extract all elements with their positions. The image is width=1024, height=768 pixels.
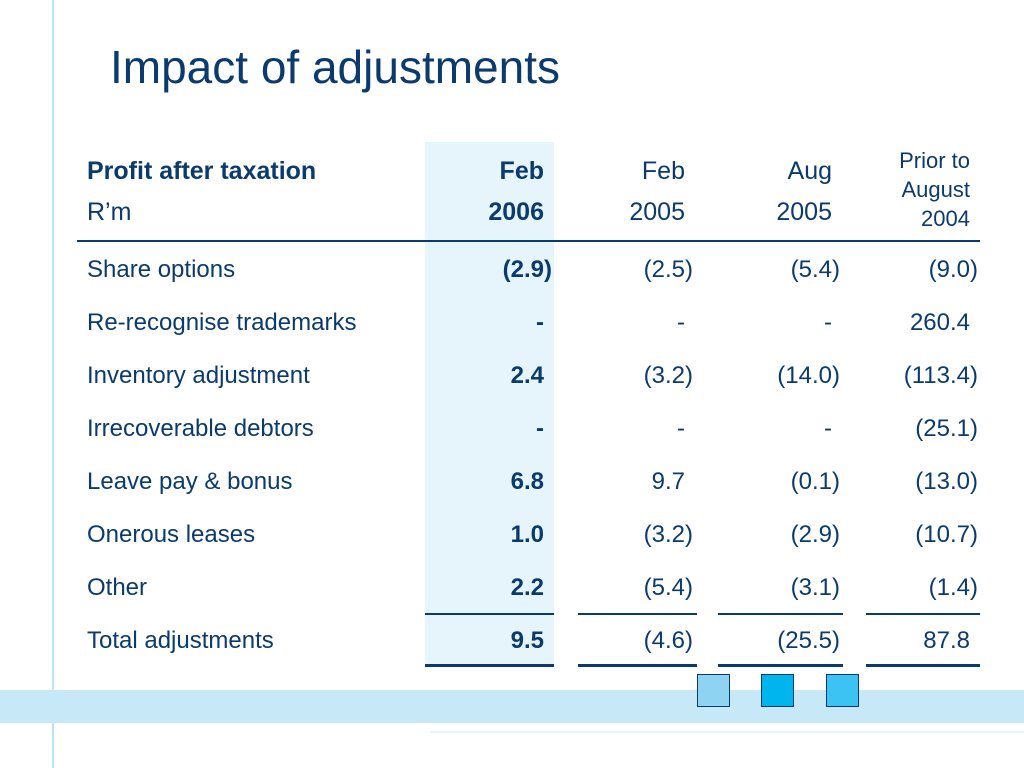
cell-prior-2004: (113.4)	[903, 362, 978, 389]
footer-square-3	[826, 674, 859, 707]
table-row-total: Total adjustments 9.5 (4.6) (25.5) 87.8	[0, 614, 1024, 667]
total-line-aug-2005	[718, 664, 843, 667]
row-label: Share options	[87, 256, 236, 283]
row-label: Onerous leases	[87, 521, 256, 548]
cell-prior-2004: (13.0)	[915, 468, 978, 495]
footer-band	[0, 690, 1024, 723]
header-col3-line2: 2005	[776, 198, 832, 226]
header-col2-line2: 2005	[629, 198, 685, 226]
header-col1-line2: 2006	[488, 198, 544, 226]
table-row: Re-recognise trademarks - - - 260.4	[0, 296, 1024, 349]
cell-feb-2005: 9.7	[651, 468, 685, 495]
header-divider	[77, 240, 980, 242]
cell-feb-2005: (4.6)	[643, 627, 693, 654]
header-col3-line1: Aug	[787, 157, 832, 185]
cell-feb-2005: -	[677, 309, 685, 336]
row-label: Inventory adjustment	[87, 362, 310, 389]
header-col4-line2: August	[901, 177, 971, 202]
table-row: Onerous leases 1.0 (3.2) (2.9) (10.7)	[0, 508, 1024, 561]
subtotal-line-aug-2005	[718, 613, 843, 615]
cell-feb-2006: (2.9)	[502, 256, 552, 283]
cell-aug-2005: (25.5)	[777, 627, 840, 654]
cell-prior-2004: 87.8	[923, 627, 970, 654]
footer-thin-line	[430, 731, 1024, 733]
footer-square-2	[761, 674, 794, 707]
table-row: Inventory adjustment 2.4 (3.2) (14.0) (1…	[0, 349, 1024, 402]
row-label: Other	[87, 574, 148, 601]
header-col4-line3: 2004	[921, 206, 970, 231]
table-row: Leave pay & bonus 6.8 9.7 (0.1) (13.0)	[0, 455, 1024, 508]
footer-square-1	[697, 674, 730, 707]
cell-prior-2004: (1.4)	[928, 574, 978, 601]
slide-title: Impact of adjustments	[110, 41, 560, 93]
cell-aug-2005: -	[824, 309, 832, 336]
cell-feb-2006: 2.4	[510, 362, 544, 389]
cell-prior-2004: (10.7)	[915, 521, 978, 548]
cell-aug-2005: (2.9)	[790, 521, 840, 548]
header-col2-line1: Feb	[641, 157, 685, 185]
cell-feb-2005: (5.4)	[643, 574, 693, 601]
cell-prior-2004: 260.4	[909, 309, 970, 336]
highlight-column-feb-2006	[425, 142, 554, 666]
row-label: Total adjustments	[87, 627, 274, 654]
row-label: Re-recognise trademarks	[87, 309, 357, 336]
cell-prior-2004: (9.0)	[928, 256, 978, 283]
cell-feb-2005: -	[677, 415, 685, 442]
table-row: Other 2.2 (5.4) (3.1) (1.4)	[0, 561, 1024, 614]
cell-feb-2006: 9.5	[510, 627, 544, 654]
subtotal-line-feb-2005	[578, 613, 697, 615]
total-line-feb-2006	[425, 664, 554, 667]
row-label: Irrecoverable debtors	[87, 415, 314, 442]
cell-feb-2006: 1.0	[510, 521, 544, 548]
cell-feb-2006: 2.2	[510, 574, 544, 601]
total-line-feb-2005	[578, 664, 697, 667]
cell-feb-2006: -	[536, 415, 544, 442]
cell-feb-2006: 6.8	[510, 468, 544, 495]
total-line-prior-2004	[866, 664, 980, 667]
header-label-line1: Profit after taxation	[87, 157, 317, 185]
cell-aug-2005: (5.4)	[790, 256, 840, 283]
subtotal-line-prior-2004	[866, 613, 980, 615]
table-row: Share options (2.9) (2.5) (5.4) (9.0)	[0, 243, 1024, 296]
cell-aug-2005: (3.1)	[790, 574, 840, 601]
cell-feb-2006: -	[536, 309, 544, 336]
left-margin-line	[52, 0, 54, 768]
cell-aug-2005: (14.0)	[777, 362, 840, 389]
header-col1-line1: Feb	[499, 157, 544, 185]
cell-aug-2005: (0.1)	[790, 468, 840, 495]
row-label: Leave pay & bonus	[87, 468, 293, 495]
table-row: Irrecoverable debtors - - - (25.1)	[0, 402, 1024, 455]
cell-feb-2005: (3.2)	[643, 362, 693, 389]
cell-feb-2005: (3.2)	[643, 521, 693, 548]
cell-prior-2004: (25.1)	[915, 415, 978, 442]
subtotal-line-feb-2006	[425, 613, 554, 615]
cell-feb-2005: (2.5)	[643, 256, 693, 283]
header-label-line2: R’m	[87, 198, 132, 226]
header-col4-line1: Prior to	[899, 148, 970, 173]
cell-aug-2005: -	[824, 415, 832, 442]
